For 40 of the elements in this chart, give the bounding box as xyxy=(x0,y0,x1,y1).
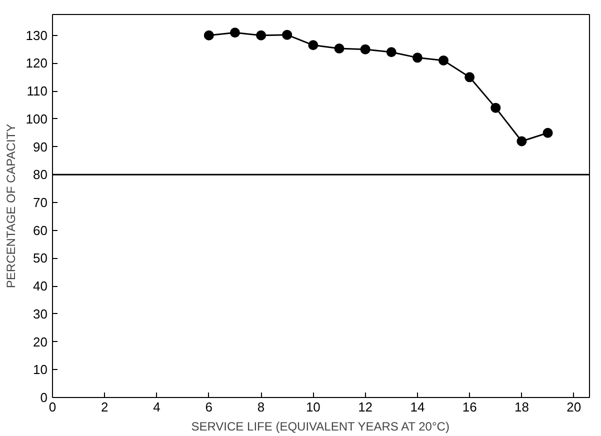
point xyxy=(334,43,344,54)
y-tick-label: 120 xyxy=(26,56,48,71)
x-tick-label: 16 xyxy=(462,400,477,414)
y-tick-label: 100 xyxy=(26,111,48,126)
y-tick-label: 60 xyxy=(33,222,48,238)
y-tick-label: 40 xyxy=(33,278,48,294)
x-tick-label: 8 xyxy=(257,400,265,414)
x-tick-label: 10 xyxy=(306,400,320,414)
y-axis-title: PERCENTAGE OF CAPACITY xyxy=(4,124,18,288)
point xyxy=(386,47,396,58)
point xyxy=(282,30,292,40)
y-tick-label: 30 xyxy=(33,306,48,322)
point xyxy=(204,30,214,40)
point xyxy=(412,52,422,63)
x-tick-label: 18 xyxy=(514,400,529,414)
point xyxy=(308,40,318,50)
y-tick-label: 130 xyxy=(26,28,48,43)
y-tick-label: 50 xyxy=(33,250,48,266)
y-tick-label: 80 xyxy=(33,167,48,182)
x-tick-label: 14 xyxy=(410,400,425,414)
x-tick-label: 12 xyxy=(358,400,373,414)
point xyxy=(542,128,553,138)
point xyxy=(490,102,501,113)
point xyxy=(230,28,240,38)
y-tick-label: 90 xyxy=(33,139,48,154)
point xyxy=(516,136,527,146)
point xyxy=(256,30,266,40)
x-tick-label: 2 xyxy=(101,400,108,414)
y-tick-label: 70 xyxy=(33,195,48,210)
x-tick-label: 4 xyxy=(153,400,160,414)
point xyxy=(438,55,449,66)
point xyxy=(360,44,370,54)
x-tick-label: 20 xyxy=(566,400,582,414)
point xyxy=(464,72,475,82)
x-tick-label: 6 xyxy=(205,400,213,414)
x-axis-title: SERVICE LIFE (EQUIVALENT YEARS AT 20°C) xyxy=(191,420,450,434)
y-tick-label: 110 xyxy=(26,84,48,99)
y-tick-label: 20 xyxy=(33,334,48,350)
y-tick-label: 0 xyxy=(40,390,48,405)
y-tick-label: 10 xyxy=(33,362,48,378)
